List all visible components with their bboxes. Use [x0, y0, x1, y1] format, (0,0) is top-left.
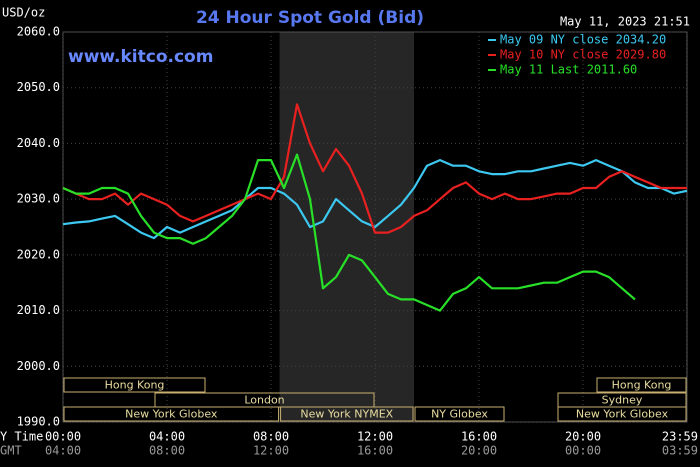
session-label: London	[244, 394, 284, 407]
session-bar	[280, 406, 414, 422]
session-bar	[414, 406, 505, 422]
x2-tick-label: 08:00	[149, 444, 185, 458]
legend-entry: May 10 NY close 2029.80	[500, 48, 666, 62]
session-label: New York Globex	[576, 408, 669, 421]
legend-entry: May 11 Last 2011.60	[500, 63, 637, 77]
x2-tick-label: 03:59	[662, 444, 698, 458]
x-row-label: Y Time	[0, 430, 43, 444]
y-tick-label: 2030.0	[17, 192, 60, 206]
legend-entry: May 09 NY close 2034.20	[500, 33, 666, 47]
x2-tick-label: 20:00	[461, 444, 497, 458]
session-label: New York Globex	[125, 408, 218, 421]
timestamp: May 11, 2023 21:51	[560, 15, 690, 29]
x2-row-label: GMT	[0, 444, 22, 458]
chart-title: 24 Hour Spot Gold (Bid)	[196, 8, 424, 28]
x2-tick-label: 16:00	[357, 444, 393, 458]
y-tick-label: 1990.0	[17, 415, 60, 429]
session-label: Sydney	[602, 394, 643, 407]
x-tick-label: 23:59	[662, 430, 698, 444]
session-label: New York NYMEX	[300, 408, 393, 421]
session-bar	[557, 406, 687, 422]
y-tick-label: 2010.0	[17, 303, 60, 317]
x-tick-label: 00:00	[45, 430, 81, 444]
x-tick-label: 04:00	[149, 430, 185, 444]
y-tick-label: 2040.0	[17, 136, 60, 150]
session-label: NY Globex	[431, 408, 488, 421]
y-tick-label: 2020.0	[17, 247, 60, 261]
session-bar	[63, 377, 206, 393]
series-line	[62, 153, 636, 312]
series-line	[62, 159, 688, 240]
series-line	[62, 103, 687, 234]
x-tick-label: 12:00	[357, 430, 393, 444]
x2-tick-label: 04:00	[45, 444, 81, 458]
x2-tick-label: 00:00	[565, 444, 601, 458]
watermark: www.kitco.com	[68, 47, 213, 67]
session-label: Hong Kong	[612, 379, 672, 392]
x2-tick-label: 12:00	[253, 444, 289, 458]
y-tick-label: 2060.0	[17, 25, 60, 39]
session-bar	[596, 377, 687, 393]
x-tick-label: 16:00	[461, 430, 497, 444]
y-axis-unit: USD/oz	[2, 6, 45, 20]
x-tick-label: 08:00	[253, 430, 289, 444]
y-tick-label: 2000.0	[17, 359, 60, 373]
session-bar	[63, 406, 280, 422]
session-shade	[279, 32, 414, 422]
y-tick-label: 2050.0	[17, 80, 60, 94]
session-label: Hong Kong	[105, 379, 165, 392]
x-tick-label: 20:00	[565, 430, 601, 444]
